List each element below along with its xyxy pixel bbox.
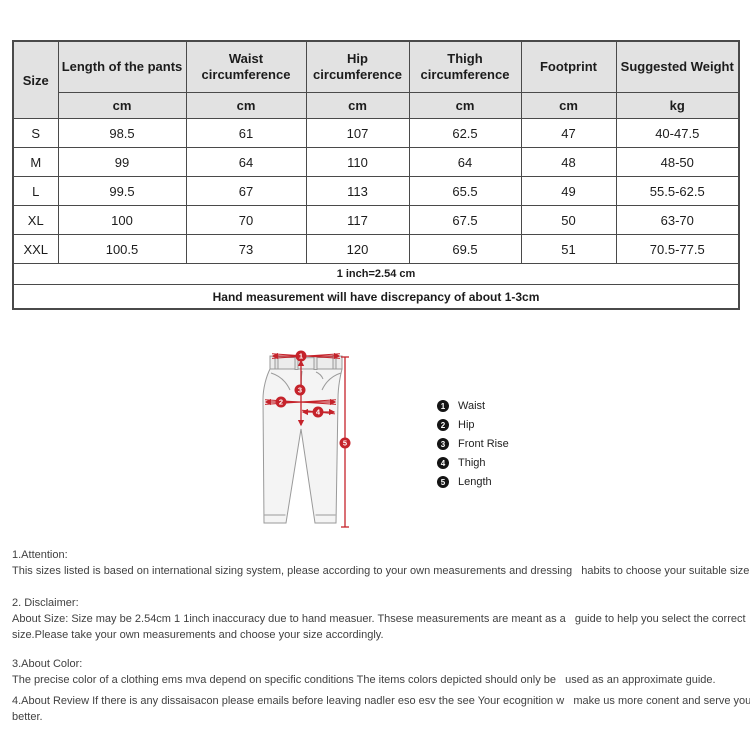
column-header-hip: Hip circumference	[305, 40, 410, 93]
value-cell: 100.5	[57, 234, 187, 264]
note-title: 1.Attention:	[12, 549, 68, 561]
value-cell: 67.5	[408, 205, 522, 235]
column-header-footprint: Footprint	[520, 40, 617, 93]
hand-measurement-note: Hand measurement will have discrepancy o…	[12, 284, 740, 310]
unit-cell: kg	[615, 92, 740, 119]
value-cell: 61	[185, 118, 307, 148]
column-header-size: Size	[12, 40, 59, 119]
value-cell: 117	[305, 205, 410, 235]
size-cell: M	[12, 147, 59, 177]
column-header-thigh: Thigh circumference	[408, 40, 522, 93]
measurement-legend: 1 Waist 2 Hip 3 Front Rise 4 Thigh 5 Len…	[437, 400, 509, 495]
size-chart-table: Size Length of the pants Waist circumfer…	[12, 40, 740, 310]
value-cell: 51	[520, 234, 617, 264]
value-cell: 65.5	[408, 176, 522, 206]
marker-3-badge: 3	[298, 386, 302, 395]
size-cell: XL	[12, 205, 59, 235]
marker-2-badge: 2	[279, 398, 283, 407]
table-row: M 99 64 110 64 48 48-50	[12, 147, 740, 177]
legend-badge-2: 2	[437, 419, 449, 431]
legend-item-thigh: 4 Thigh	[437, 457, 509, 469]
value-cell: 50	[520, 205, 617, 235]
size-cell: XXL	[12, 234, 59, 264]
pants-outline-drawing	[262, 355, 343, 524]
note-title: 3.About Color:	[12, 658, 83, 670]
value-cell: 107	[305, 118, 410, 148]
marker-5-badge: 5	[343, 439, 347, 448]
note-text: About Size: Size may be 2.54cm 1 1inch i…	[12, 613, 746, 625]
table-row: L 99.5 67 113 65.5 49 55.5-62.5	[12, 176, 740, 206]
unit-cell: cm	[185, 92, 307, 119]
size-cell: S	[12, 118, 59, 148]
inch-conversion-note: 1 inch=2.54 cm	[12, 263, 740, 285]
pants-measurement-diagram: 1 2 3 4 5	[262, 350, 351, 528]
legend-item-hip: 2 Hip	[437, 419, 509, 431]
column-header-length: Length of the pants	[57, 40, 187, 93]
table-row: S 98.5 61 107 62.5 47 40-47.5	[12, 118, 740, 148]
note-attention: 1.Attention: This sizes listed is based …	[12, 547, 750, 579]
value-cell: 113	[305, 176, 410, 206]
note-text: size.Please take your own measurements a…	[12, 629, 384, 641]
value-cell: 98.5	[57, 118, 187, 148]
value-cell: 63-70	[615, 205, 740, 235]
size-cell: L	[12, 176, 59, 206]
legend-label: Hip	[458, 419, 475, 431]
unit-cell: cm	[408, 92, 522, 119]
value-cell: 48	[520, 147, 617, 177]
marker-4-badge: 4	[316, 408, 321, 417]
value-cell: 40-47.5	[615, 118, 740, 148]
table-units-row: cm cm cm cm cm kg	[13, 92, 740, 119]
note-text: This sizes listed is based on internatio…	[12, 565, 750, 577]
legend-badge-3: 3	[437, 438, 449, 450]
table-footnote-row: Hand measurement will have discrepancy o…	[12, 284, 740, 310]
legend-label: Thigh	[458, 457, 486, 469]
value-cell: 55.5-62.5	[615, 176, 740, 206]
value-cell: 69.5	[408, 234, 522, 264]
column-header-weight: Suggested Weight	[615, 40, 740, 93]
legend-item-length: 5 Length	[437, 476, 509, 488]
note-about-review: 4.About Review If there is any dissaisac…	[12, 693, 750, 725]
value-cell: 70	[185, 205, 307, 235]
value-cell: 67	[185, 176, 307, 206]
value-cell: 73	[185, 234, 307, 264]
unit-cell: cm	[305, 92, 410, 119]
value-cell: 47	[520, 118, 617, 148]
note-text: The precise color of a clothing ems mva …	[12, 674, 716, 686]
value-cell: 100	[57, 205, 187, 235]
legend-label: Waist	[458, 400, 486, 412]
column-header-waist: Waist circumference	[185, 40, 307, 93]
legend-label: Front Rise	[458, 438, 509, 450]
table-row: XXL 100.5 73 120 69.5 51 70.5-77.5	[12, 234, 740, 264]
note-title: 2. Disclaimer:	[12, 597, 79, 609]
value-cell: 120	[305, 234, 410, 264]
value-cell: 99	[57, 147, 187, 177]
value-cell: 64	[185, 147, 307, 177]
value-cell: 62.5	[408, 118, 522, 148]
legend-item-waist: 1 Waist	[437, 400, 509, 412]
value-cell: 110	[305, 147, 410, 177]
note-text: better.	[12, 711, 43, 723]
value-cell: 48-50	[615, 147, 740, 177]
value-cell: 49	[520, 176, 617, 206]
table-footnote-row: 1 inch=2.54 cm	[12, 263, 740, 285]
legend-badge-1: 1	[437, 400, 449, 412]
note-text: 4.About Review If there is any dissaisac…	[12, 695, 750, 707]
note-disclaimer: 2. Disclaimer: About Size: Size may be 2…	[12, 595, 748, 643]
value-cell: 64	[408, 147, 522, 177]
legend-label: Length	[458, 476, 492, 488]
note-about-color: 3.About Color: The precise color of a cl…	[12, 656, 748, 688]
value-cell: 99.5	[57, 176, 187, 206]
table-row: XL 100 70 117 67.5 50 63-70	[12, 205, 740, 235]
legend-badge-5: 5	[437, 476, 449, 488]
legend-item-front-rise: 3 Front Rise	[437, 438, 509, 450]
unit-cell: cm	[57, 92, 187, 119]
value-cell: 70.5-77.5	[615, 234, 740, 264]
legend-badge-4: 4	[437, 457, 449, 469]
marker-1-badge: 1	[299, 352, 303, 361]
table-header-row: Size Length of the pants Waist circumfer…	[12, 40, 740, 119]
unit-cell: cm	[520, 92, 617, 119]
diagram-marker-badges: 1 2 3 4 5	[275, 350, 351, 449]
notes-area: 1.Attention: This sizes listed is based …	[12, 547, 750, 725]
